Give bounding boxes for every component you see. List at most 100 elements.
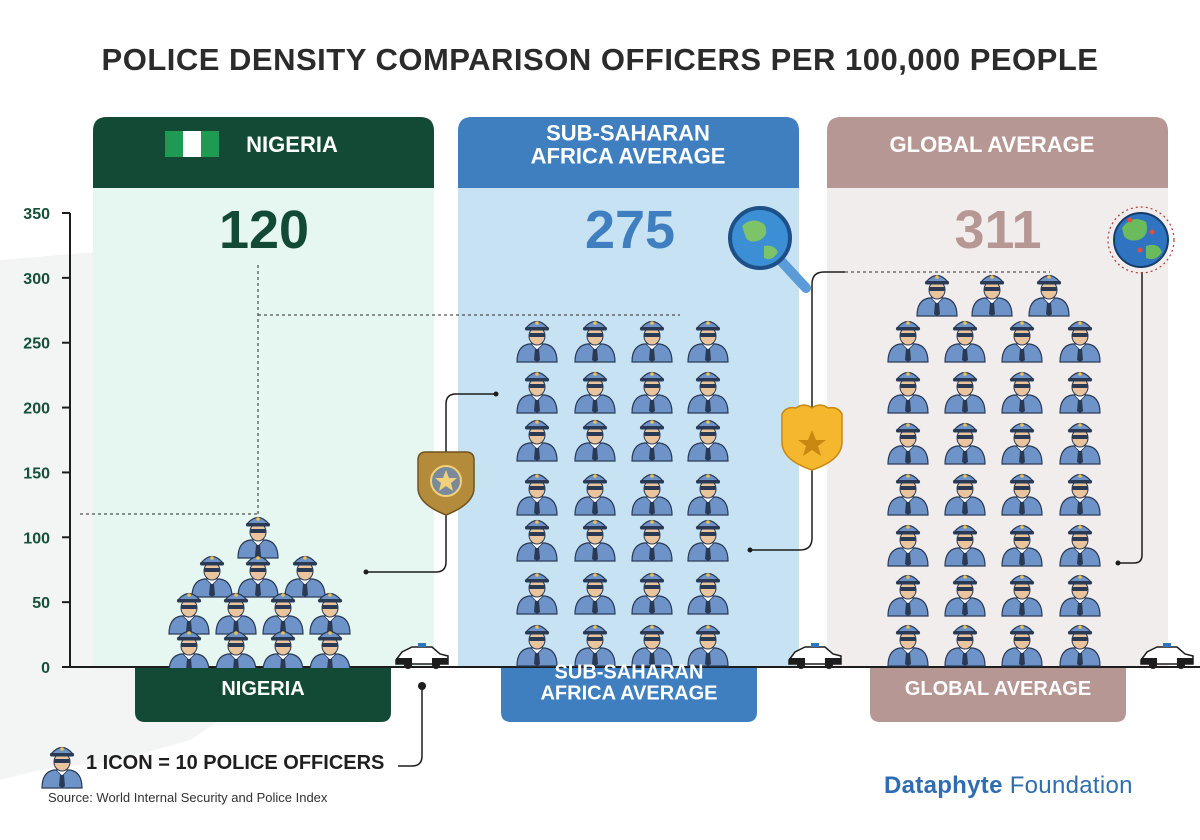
y-tick-label: 0 <box>41 660 50 677</box>
police-officer-icon <box>574 320 616 363</box>
police-officer-icon <box>687 473 729 516</box>
police-officer-icon <box>1059 574 1101 617</box>
y-tick-label: 100 <box>23 530 50 547</box>
police-force-badge-icon <box>417 451 475 516</box>
police-badge-icon <box>781 404 843 471</box>
column-header <box>827 117 1168 188</box>
police-officer-icon <box>574 419 616 462</box>
police-officer-icon <box>944 473 986 516</box>
nigeria-flag-icon <box>183 131 201 157</box>
police-officer-icon <box>887 422 929 465</box>
police-officer-icon <box>574 572 616 615</box>
police-officer-icon <box>1059 422 1101 465</box>
police-officer-icon <box>516 624 558 667</box>
nigeria-flag-icon <box>201 131 219 157</box>
connector-dot <box>1115 560 1121 566</box>
globe-icon <box>1107 206 1175 274</box>
footer-label: NIGERIA <box>221 678 304 700</box>
police-officer-icon <box>887 473 929 516</box>
header-label: NIGERIA <box>246 132 338 157</box>
police-officer-icon <box>262 630 304 673</box>
police-officer-icon <box>631 519 673 562</box>
column-background <box>827 188 1168 667</box>
police-officer-icon <box>262 592 304 635</box>
police-officer-icon <box>215 630 257 673</box>
police-officer-icon <box>516 419 558 462</box>
police-officer-icon <box>687 572 729 615</box>
y-tick-label: 250 <box>23 336 50 353</box>
connector-dot <box>363 569 369 575</box>
value-label: 120 <box>219 200 309 260</box>
page-title: POLICE DENSITY COMPARISON OFFICERS PER 1… <box>101 42 1099 77</box>
connector-dot <box>418 682 426 690</box>
police-officer-icon <box>687 320 729 363</box>
police-officer-icon <box>887 524 929 567</box>
column-header <box>458 117 799 188</box>
police-officer-icon <box>574 624 616 667</box>
legend-police-officer-icon <box>41 746 83 789</box>
police-officer-icon <box>516 320 558 363</box>
police-officer-icon <box>1001 320 1043 363</box>
police-officer-icon <box>687 519 729 562</box>
police-officer-icon <box>887 320 929 363</box>
header-label: GLOBAL AVERAGE <box>890 132 1095 157</box>
police-officer-icon <box>1001 574 1043 617</box>
police-officer-icon <box>1028 274 1070 317</box>
brand-primary: Dataphyte <box>884 772 1003 799</box>
police-officer-icon <box>516 572 558 615</box>
police-officer-icon <box>309 592 351 635</box>
police-officer-icon <box>168 592 210 635</box>
police-officer-icon <box>215 592 257 635</box>
police-officer-icon <box>574 519 616 562</box>
police-officer-icon <box>237 555 279 598</box>
nigeria-flag-icon <box>165 131 183 157</box>
police-officer-icon <box>687 371 729 414</box>
police-officer-icon <box>631 371 673 414</box>
police-officer-icon <box>191 555 233 598</box>
y-tick-label: 150 <box>23 465 50 482</box>
police-officer-icon <box>916 274 958 317</box>
footer-label: GLOBAL AVERAGE <box>905 678 1091 700</box>
police-officer-icon <box>1059 624 1101 667</box>
police-officer-icon <box>1059 524 1101 567</box>
column-footer <box>501 668 757 722</box>
connector-line <box>1118 272 1143 564</box>
value-label: 311 <box>954 200 1041 260</box>
police-car-icon <box>395 643 449 669</box>
connector-line <box>398 686 423 767</box>
column-footer <box>870 668 1126 722</box>
police-officer-icon <box>516 473 558 516</box>
brand-secondary: Foundation <box>1009 772 1133 799</box>
police-officer-icon <box>574 371 616 414</box>
value-label: 275 <box>585 200 675 260</box>
police-officer-icon <box>631 473 673 516</box>
police-officer-icon <box>631 624 673 667</box>
police-officer-icon <box>944 320 986 363</box>
police-car-icon <box>1140 643 1194 669</box>
police-officer-icon <box>971 274 1013 317</box>
police-officer-icon <box>1059 473 1101 516</box>
connector-dot <box>747 547 753 553</box>
police-officer-icon <box>631 572 673 615</box>
police-officer-icon <box>887 574 929 617</box>
police-officer-icon <box>687 624 729 667</box>
police-officer-icon <box>887 371 929 414</box>
police-officer-icon <box>168 630 210 673</box>
source-note: Source: World Internal Security and Poli… <box>48 790 328 805</box>
footer-label: SUB-SAHARAN AFRICA AVERAGE <box>540 662 717 705</box>
police-officer-icon <box>1001 422 1043 465</box>
police-officer-icon <box>1001 524 1043 567</box>
police-officer-icon <box>309 630 351 673</box>
police-officer-icon <box>237 516 279 559</box>
police-officer-icon <box>631 320 673 363</box>
y-tick-label: 350 <box>23 206 50 223</box>
police-officer-icon <box>944 371 986 414</box>
y-tick-label: 300 <box>23 271 50 288</box>
police-officer-icon <box>1001 473 1043 516</box>
police-officer-icon <box>574 473 616 516</box>
police-officer-icon <box>944 574 986 617</box>
police-officer-icon <box>944 422 986 465</box>
police-officer-icon <box>284 555 326 598</box>
y-tick-label: 50 <box>32 595 50 612</box>
